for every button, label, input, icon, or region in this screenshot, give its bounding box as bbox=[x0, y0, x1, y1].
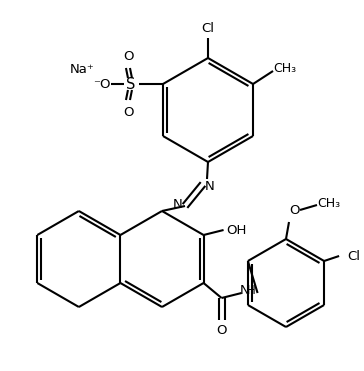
Text: O: O bbox=[290, 204, 300, 217]
Text: N: N bbox=[173, 197, 183, 210]
Text: CH₃: CH₃ bbox=[273, 62, 297, 75]
Text: Na⁺: Na⁺ bbox=[70, 62, 94, 76]
Text: Cl: Cl bbox=[348, 250, 361, 263]
Text: Cl: Cl bbox=[202, 22, 214, 35]
Text: O: O bbox=[216, 324, 227, 336]
Text: CH₃: CH₃ bbox=[317, 197, 341, 210]
Text: O: O bbox=[124, 105, 134, 118]
Text: OH: OH bbox=[226, 223, 247, 236]
Text: O: O bbox=[124, 49, 134, 62]
Text: ⁻O: ⁻O bbox=[93, 78, 111, 91]
Text: S: S bbox=[126, 76, 136, 92]
Text: H: H bbox=[247, 285, 256, 298]
Text: N: N bbox=[205, 180, 215, 193]
Text: N: N bbox=[240, 285, 249, 298]
